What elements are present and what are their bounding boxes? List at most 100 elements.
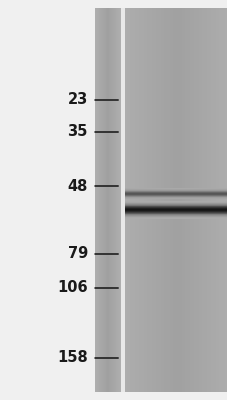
Bar: [111, 8, 112, 392]
Bar: [124, 193, 227, 194]
Bar: [124, 218, 227, 219]
Bar: [124, 212, 227, 213]
Bar: [188, 8, 190, 392]
Bar: [102, 8, 103, 392]
Bar: [205, 8, 207, 392]
Text: 48: 48: [67, 178, 87, 194]
Bar: [103, 8, 104, 392]
Bar: [124, 206, 227, 207]
Bar: [124, 205, 227, 206]
Bar: [124, 217, 227, 218]
Bar: [178, 8, 179, 392]
Bar: [124, 214, 227, 215]
Bar: [218, 8, 220, 392]
Bar: [113, 8, 114, 392]
Bar: [124, 215, 227, 216]
Bar: [109, 8, 110, 392]
Bar: [183, 8, 185, 392]
Bar: [124, 201, 227, 202]
Bar: [124, 195, 227, 196]
Bar: [120, 8, 124, 392]
Bar: [224, 8, 225, 392]
Text: 35: 35: [67, 124, 87, 140]
Bar: [220, 8, 222, 392]
Bar: [195, 8, 196, 392]
Bar: [124, 198, 227, 199]
Bar: [116, 8, 117, 392]
Bar: [124, 209, 227, 210]
Bar: [117, 8, 118, 392]
Bar: [100, 8, 101, 392]
Bar: [217, 8, 219, 392]
Bar: [124, 216, 227, 217]
Bar: [124, 193, 227, 194]
Bar: [124, 188, 227, 189]
Bar: [160, 8, 162, 392]
Bar: [124, 205, 227, 206]
Bar: [222, 8, 224, 392]
Bar: [124, 192, 227, 193]
Bar: [200, 8, 202, 392]
Bar: [124, 213, 227, 214]
Text: 23: 23: [67, 92, 87, 108]
Bar: [96, 8, 97, 392]
Bar: [114, 8, 115, 392]
Bar: [124, 203, 227, 204]
Bar: [102, 8, 103, 392]
Bar: [128, 8, 130, 392]
Bar: [157, 8, 159, 392]
Bar: [126, 8, 128, 392]
Bar: [124, 204, 227, 205]
Bar: [213, 8, 215, 392]
Bar: [118, 8, 119, 392]
Bar: [124, 191, 227, 192]
Bar: [124, 197, 227, 198]
Bar: [124, 201, 227, 202]
Bar: [124, 194, 227, 195]
Bar: [136, 8, 138, 392]
Bar: [210, 8, 212, 392]
Bar: [155, 8, 157, 392]
Bar: [112, 8, 113, 392]
Bar: [124, 191, 227, 192]
Bar: [140, 8, 142, 392]
Bar: [119, 8, 120, 392]
Bar: [164, 8, 166, 392]
Bar: [124, 215, 227, 216]
Bar: [124, 216, 227, 217]
Bar: [124, 208, 227, 209]
Bar: [141, 8, 143, 392]
Bar: [124, 194, 227, 195]
Bar: [106, 8, 107, 392]
Bar: [179, 8, 181, 392]
Bar: [169, 8, 171, 392]
Bar: [101, 8, 102, 392]
Bar: [170, 8, 173, 392]
Bar: [208, 8, 210, 392]
Bar: [124, 202, 227, 204]
Bar: [215, 8, 217, 392]
Bar: [124, 189, 227, 190]
Bar: [105, 8, 106, 392]
Bar: [124, 210, 227, 211]
Bar: [189, 8, 191, 392]
Bar: [120, 8, 121, 392]
Bar: [124, 197, 227, 198]
Bar: [124, 208, 227, 209]
Bar: [147, 8, 148, 392]
Bar: [162, 8, 164, 392]
Bar: [124, 8, 126, 392]
Bar: [124, 190, 227, 191]
Bar: [207, 8, 208, 392]
Bar: [193, 8, 195, 392]
Bar: [97, 8, 98, 392]
Bar: [124, 196, 227, 197]
Bar: [124, 196, 227, 197]
Bar: [108, 8, 109, 392]
Bar: [152, 8, 154, 392]
Bar: [201, 8, 203, 392]
Bar: [198, 8, 200, 392]
Bar: [106, 8, 107, 392]
Bar: [130, 8, 131, 392]
Bar: [159, 8, 160, 392]
